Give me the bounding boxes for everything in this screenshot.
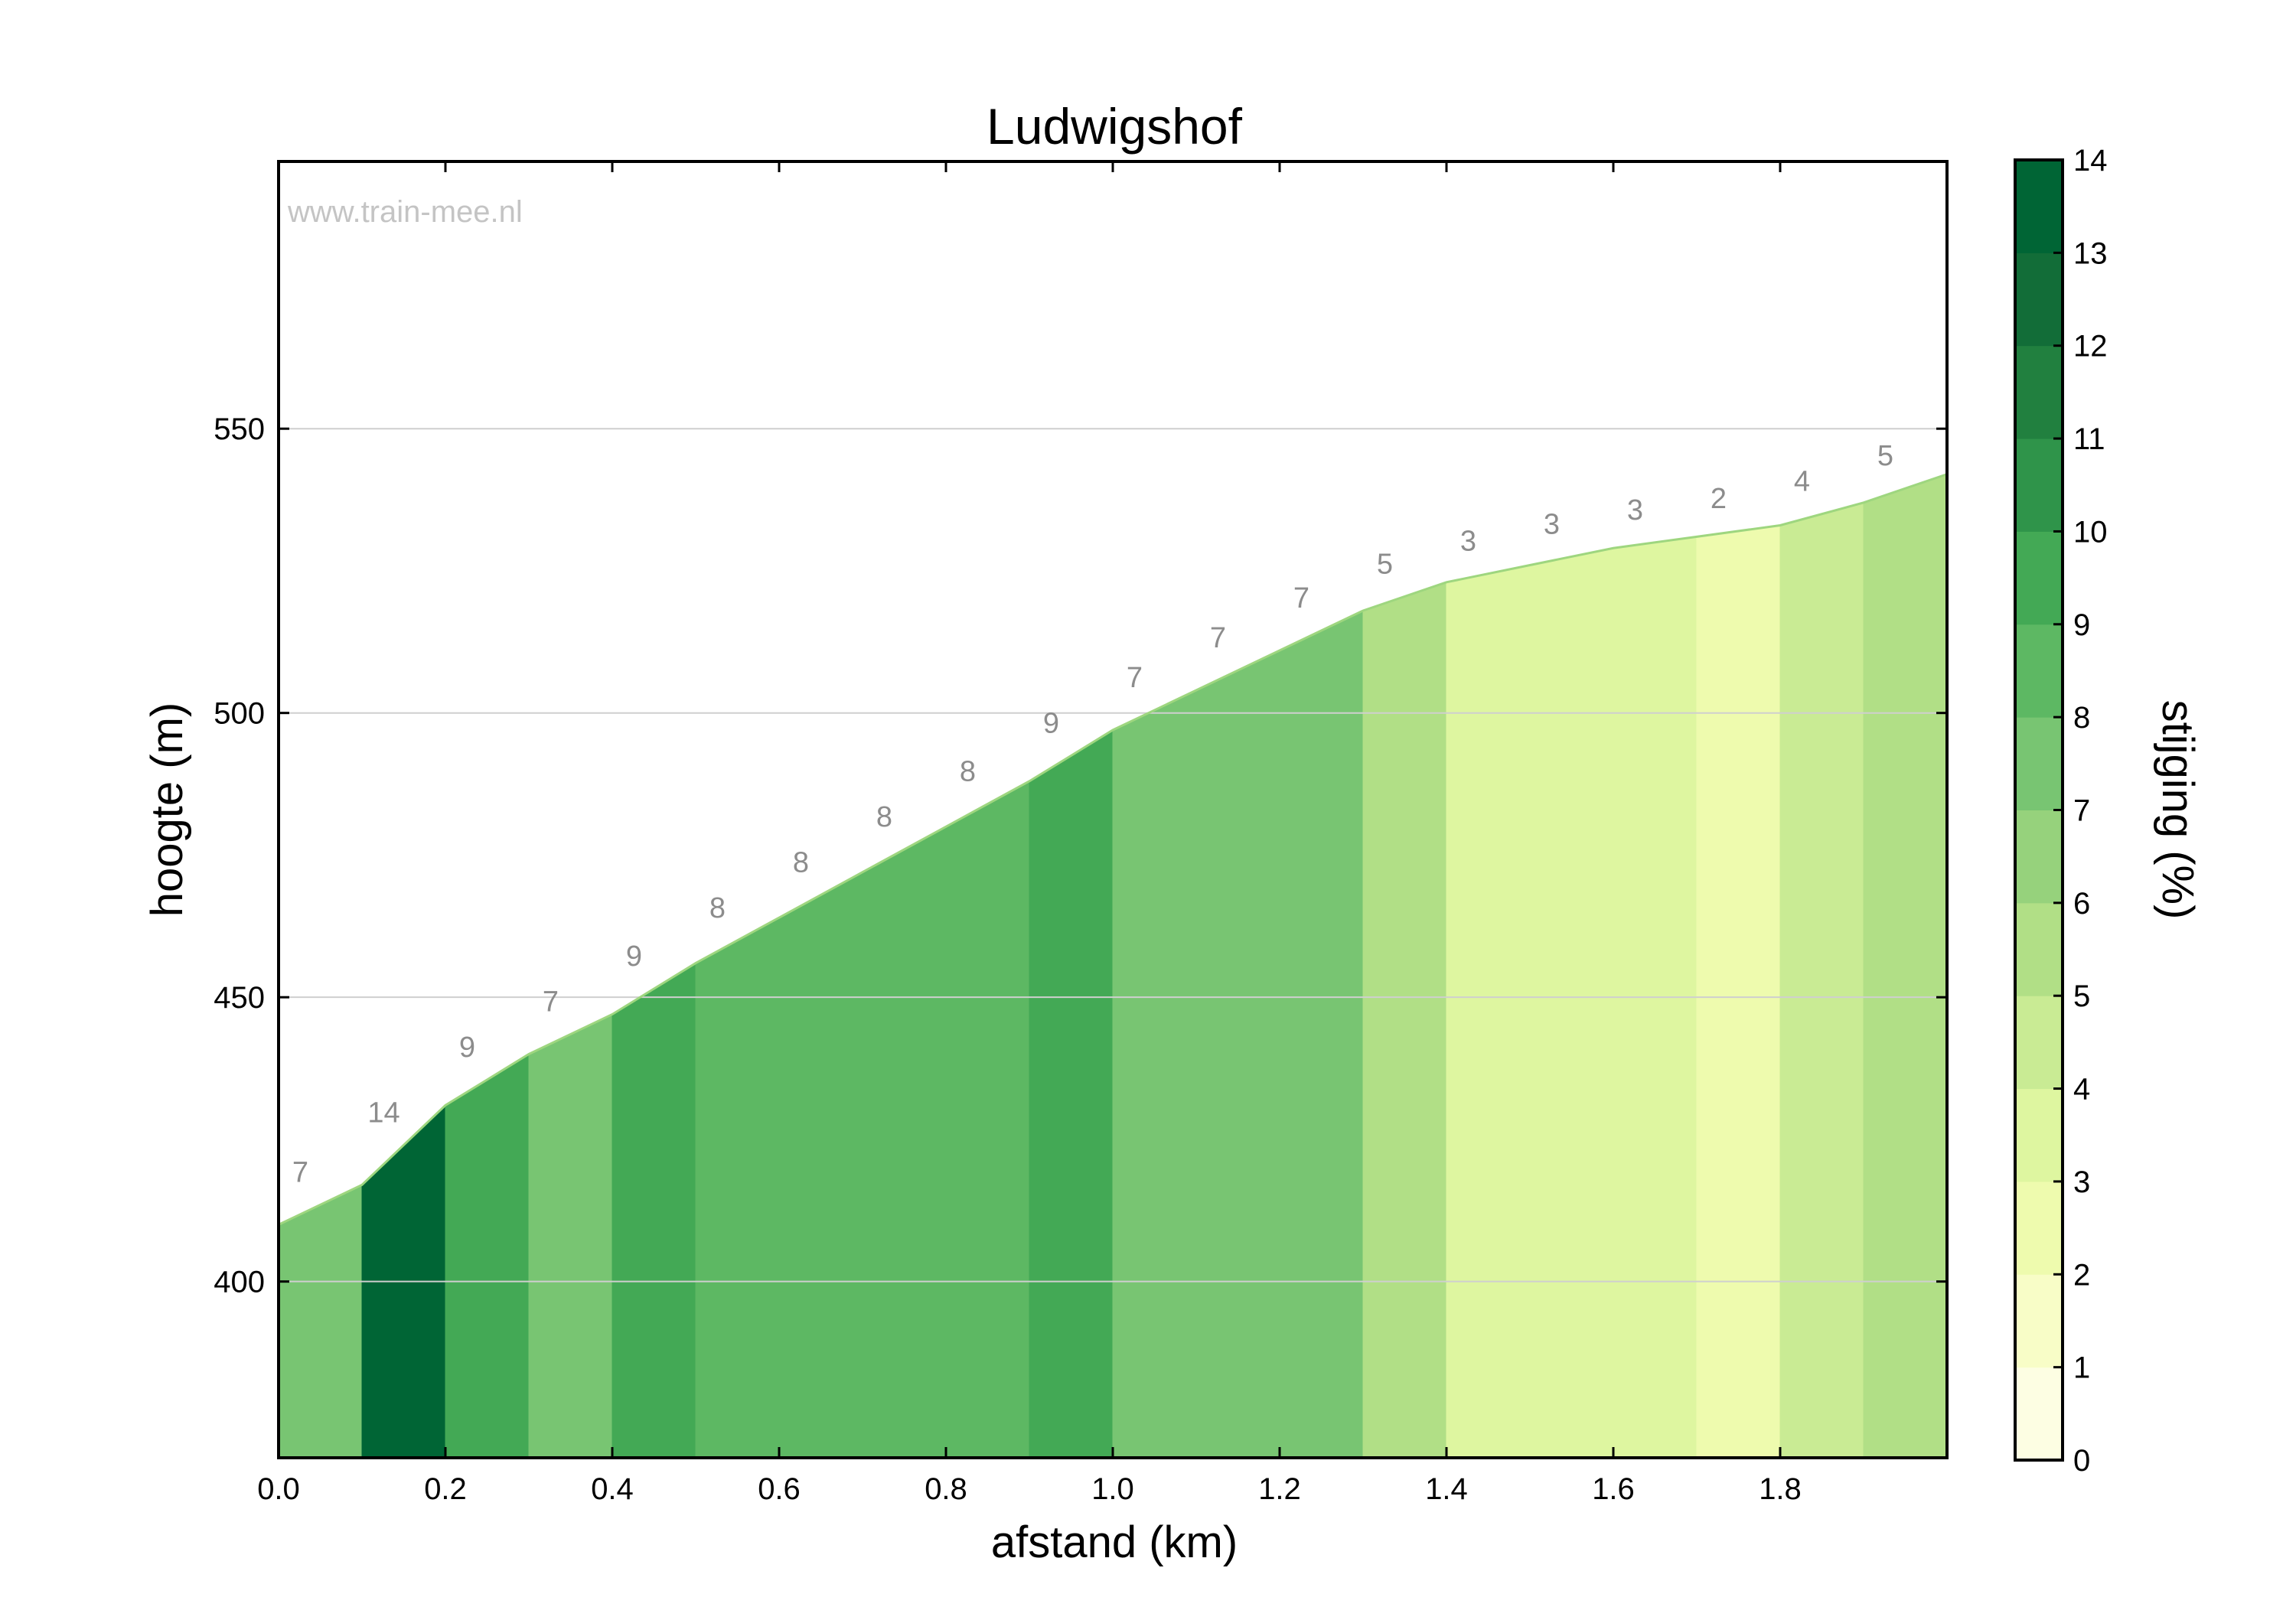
grade-segment [695, 917, 780, 1459]
x-ticks: 0.0 0.2 0.4 0.6 0.8 1.0 1.2 1.4 1.6 1.8 [257, 161, 1802, 1506]
colorbar-tick-label: 12 [2073, 330, 2108, 363]
colorbar-band [2015, 717, 2063, 810]
grade-label: 3 [1460, 526, 1476, 558]
grade-label: 3 [1544, 508, 1560, 540]
colorbar-bands [2015, 160, 2063, 1461]
grade-segment [1279, 610, 1364, 1459]
grade-segment [1446, 564, 1531, 1459]
profile-line [278, 473, 1948, 1226]
x-tick-label: 1.0 [1091, 1472, 1134, 1506]
grade-label: 2 [1711, 483, 1727, 515]
grade-label: 7 [1293, 582, 1309, 614]
grade-label: 7 [1210, 622, 1226, 654]
grade-label: 7 [292, 1156, 308, 1188]
x-tick-label: 1.8 [1759, 1472, 1802, 1506]
colorbar-band [2015, 531, 2063, 625]
colorbar-band [2015, 996, 2063, 1090]
grade-segment [1029, 729, 1114, 1459]
colorbar-band [2015, 1181, 2063, 1275]
y-tick-label: 550 [214, 412, 265, 446]
colorbar-tick-label: 13 [2073, 236, 2108, 270]
colorbar-tick-label: 7 [2073, 794, 2090, 828]
y-axis-label: hoogte (m) [142, 702, 192, 917]
grade-segment [1112, 689, 1197, 1459]
colorbar-tick-label: 11 [2073, 422, 2105, 456]
colorbar-band [2015, 624, 2063, 718]
grade-segment [445, 1053, 530, 1459]
grade-label: 3 [1627, 494, 1643, 526]
y-tick-label: 450 [214, 981, 265, 1015]
colorbar-band [2015, 902, 2063, 996]
chart-title: Ludwigshof [987, 98, 1243, 155]
x-tick-label: 0.8 [925, 1472, 967, 1506]
grade-segment [1863, 473, 1948, 1459]
y-ticks: 400 450 500 550 [214, 412, 1947, 1299]
profile-line-group [278, 473, 1948, 1226]
grade-segment [1195, 650, 1280, 1459]
colorbar-tick-label: 3 [2073, 1165, 2090, 1199]
grade-segment [945, 781, 1030, 1459]
colorbar-band [2015, 345, 2063, 439]
x-tick-label: 1.6 [1592, 1472, 1635, 1506]
grade-label: 4 [1794, 466, 1810, 498]
grade-segment [278, 1184, 363, 1459]
grade-segment [1696, 524, 1781, 1459]
x-tick-label: 1.2 [1258, 1472, 1301, 1506]
y-tick-label: 500 [214, 697, 265, 731]
colorbar-band [2015, 1367, 2063, 1461]
colorbar-band [2015, 1274, 2063, 1368]
grade-label: 8 [793, 846, 809, 878]
watermark-text: www.train-mee.nl [287, 195, 523, 229]
grade-labels: 7 14 9 7 9 8 8 8 8 9 7 7 7 5 3 3 3 2 4 5 [292, 440, 1893, 1188]
grade-segment [778, 871, 863, 1459]
grade-label: 5 [1377, 548, 1393, 580]
grade-label: 7 [1127, 662, 1143, 694]
colorbar-band [2015, 1088, 2063, 1182]
colorbar-band [2015, 810, 2063, 904]
grade-segment [862, 826, 947, 1459]
colorbar-tick-label: 6 [2073, 887, 2090, 921]
grade-segment [528, 1013, 613, 1459]
x-tick-label: 1.4 [1425, 1472, 1468, 1506]
colorbar-label: stijging (%) [2153, 700, 2203, 920]
colorbar-tick-label: 9 [2073, 608, 2090, 642]
x-tick-label: 0.4 [591, 1472, 634, 1506]
grade-label: 8 [709, 892, 726, 924]
grade-label: 9 [1043, 707, 1059, 739]
grade-label: 9 [626, 940, 642, 973]
grade-label: 7 [543, 986, 559, 1018]
grade-segment [1779, 502, 1864, 1459]
colorbar-tick-label: 10 [2073, 515, 2108, 549]
grade-label: 14 [367, 1097, 400, 1129]
grade-segment [1529, 547, 1614, 1459]
colorbar-tick-label: 1 [2073, 1351, 2090, 1385]
colorbar-band [2015, 253, 2063, 347]
colorbar-tick-label: 5 [2073, 980, 2090, 1013]
colorbar-tick-label: 0 [2073, 1444, 2090, 1478]
y-tick-label: 400 [214, 1266, 265, 1299]
grade-segment [612, 962, 696, 1459]
grade-label: 8 [960, 756, 976, 788]
colorbar-band [2015, 438, 2063, 532]
grade-label: 5 [1877, 440, 1893, 472]
grade-label: 9 [459, 1032, 475, 1064]
colorbar-tick-label: 4 [2073, 1073, 2090, 1107]
grade-segments [278, 473, 1948, 1459]
colorbar-tick-label: 2 [2073, 1258, 2090, 1292]
colorbar-band [2015, 160, 2063, 253]
x-tick-label: 0.6 [758, 1472, 801, 1506]
gridlines [279, 428, 1947, 1283]
colorbar-tick-label: 8 [2073, 701, 2090, 735]
plot-area: 7 14 9 7 9 8 8 8 8 9 7 7 7 5 3 3 3 2 4 5 www.train-mee.nl 0… [214, 160, 1949, 1506]
colorbar-tick-label: 14 [2073, 144, 2108, 178]
grade-label: 8 [876, 801, 892, 833]
x-tick-label: 0.2 [424, 1472, 467, 1506]
x-axis-label: afstand (km) [991, 1517, 1238, 1567]
x-tick-label: 0.0 [257, 1472, 300, 1506]
